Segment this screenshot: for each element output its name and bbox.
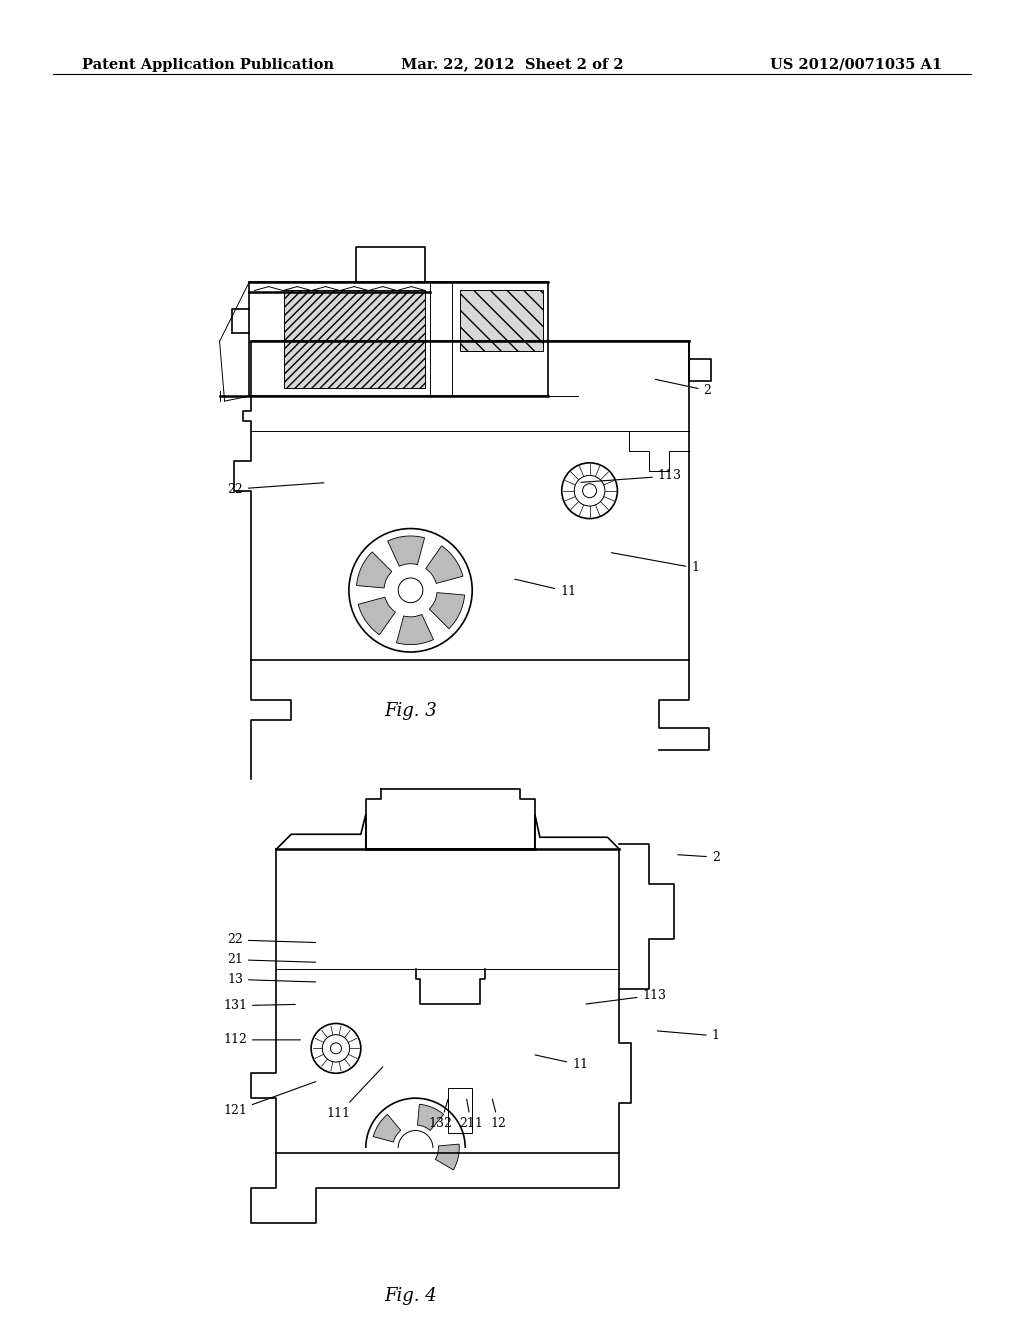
Text: 11: 11 xyxy=(536,1055,588,1072)
Text: 2: 2 xyxy=(655,379,712,397)
Wedge shape xyxy=(435,1144,460,1170)
Text: Mar. 22, 2012  Sheet 2 of 2: Mar. 22, 2012 Sheet 2 of 2 xyxy=(400,58,624,71)
Text: 121: 121 xyxy=(223,1081,315,1117)
Wedge shape xyxy=(396,614,433,644)
Text: 11: 11 xyxy=(515,579,577,598)
Text: 111: 111 xyxy=(327,1067,383,1119)
Text: 12: 12 xyxy=(490,1100,507,1130)
Text: 132: 132 xyxy=(429,1100,453,1130)
Text: 22: 22 xyxy=(227,933,315,946)
Wedge shape xyxy=(374,1114,400,1142)
Text: 131: 131 xyxy=(223,999,295,1012)
Wedge shape xyxy=(356,552,392,587)
Text: Fig. 3: Fig. 3 xyxy=(384,702,437,719)
Text: 1: 1 xyxy=(611,553,699,574)
Text: US 2012/0071035 A1: US 2012/0071035 A1 xyxy=(769,58,942,71)
Wedge shape xyxy=(388,536,425,566)
Wedge shape xyxy=(429,593,465,628)
Wedge shape xyxy=(426,545,463,583)
Text: 1: 1 xyxy=(657,1030,720,1043)
Text: 113: 113 xyxy=(581,470,682,483)
Text: 112: 112 xyxy=(223,1034,300,1047)
Polygon shape xyxy=(460,289,543,351)
Text: Patent Application Publication: Patent Application Publication xyxy=(82,58,335,71)
Polygon shape xyxy=(285,289,426,388)
Text: 13: 13 xyxy=(227,973,315,986)
Text: 22: 22 xyxy=(227,483,324,495)
Text: 211: 211 xyxy=(460,1100,483,1130)
Text: 113: 113 xyxy=(586,989,667,1005)
Text: 21: 21 xyxy=(227,953,315,966)
Text: 2: 2 xyxy=(678,850,720,863)
Wedge shape xyxy=(358,597,395,635)
Text: Fig. 4: Fig. 4 xyxy=(384,1287,437,1305)
Wedge shape xyxy=(418,1105,443,1130)
